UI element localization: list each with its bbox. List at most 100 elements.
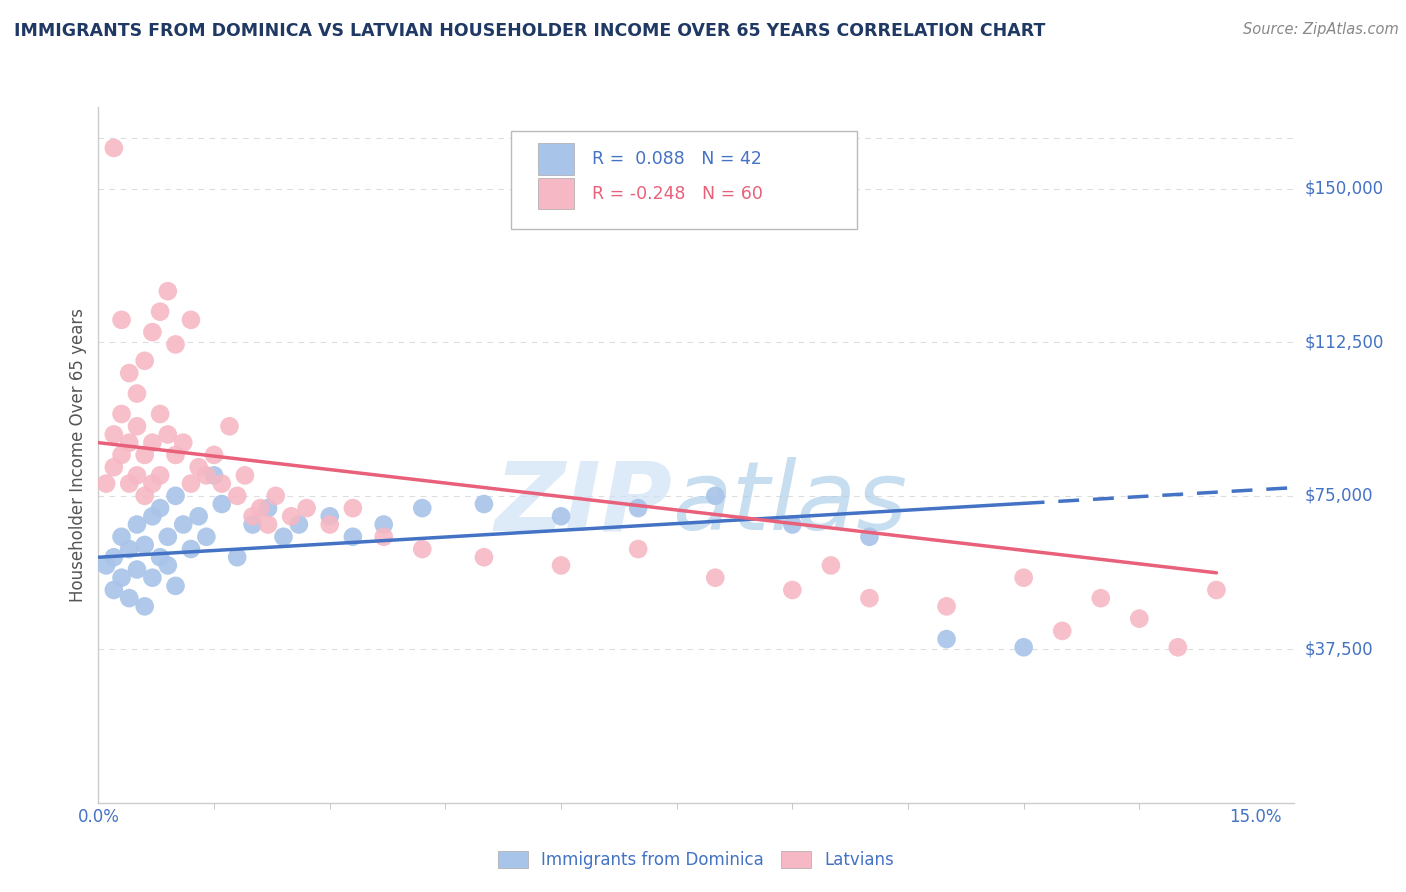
Point xyxy=(1050,624,1073,638)
Point xyxy=(1205,582,1227,597)
Point xyxy=(141,435,163,450)
Point xyxy=(472,497,495,511)
Point xyxy=(125,468,148,483)
Point xyxy=(141,509,163,524)
Point xyxy=(172,517,194,532)
Point xyxy=(110,407,132,421)
Point xyxy=(149,304,172,318)
Point xyxy=(858,591,880,606)
Legend: Immigrants from Dominica, Latvians: Immigrants from Dominica, Latvians xyxy=(494,847,898,874)
Point xyxy=(118,366,141,380)
Point xyxy=(202,468,225,483)
Point xyxy=(233,468,256,483)
Point xyxy=(187,509,209,524)
Point xyxy=(820,558,842,573)
Point xyxy=(226,550,249,565)
Point xyxy=(149,468,172,483)
Point xyxy=(472,550,495,565)
Point xyxy=(226,489,249,503)
Point xyxy=(118,542,141,557)
Point xyxy=(195,468,218,483)
Point xyxy=(704,571,727,585)
Point xyxy=(125,386,148,401)
Text: $37,500: $37,500 xyxy=(1305,640,1374,658)
Point xyxy=(242,509,264,524)
Point xyxy=(134,448,156,462)
Point xyxy=(125,517,148,532)
Point xyxy=(1128,612,1150,626)
Point xyxy=(211,497,233,511)
Point xyxy=(288,517,311,532)
Point xyxy=(134,599,156,614)
Point xyxy=(165,489,187,503)
Point xyxy=(550,558,572,573)
Point xyxy=(935,632,957,646)
Point xyxy=(165,337,187,351)
Point xyxy=(1167,640,1189,655)
Point xyxy=(103,582,125,597)
Point xyxy=(141,571,163,585)
Point xyxy=(319,517,342,532)
Y-axis label: Householder Income Over 65 years: Householder Income Over 65 years xyxy=(69,308,87,602)
FancyBboxPatch shape xyxy=(538,144,574,175)
Point xyxy=(1012,571,1035,585)
Point xyxy=(165,448,187,462)
FancyBboxPatch shape xyxy=(538,178,574,210)
Point xyxy=(411,501,433,516)
Point xyxy=(156,284,179,298)
Point xyxy=(411,542,433,557)
Text: $150,000: $150,000 xyxy=(1305,180,1384,198)
Text: R =  0.088   N = 42: R = 0.088 N = 42 xyxy=(592,150,762,169)
Point xyxy=(94,476,117,491)
Point xyxy=(550,509,572,524)
Point xyxy=(165,579,187,593)
Point xyxy=(118,435,141,450)
Text: $75,000: $75,000 xyxy=(1305,487,1374,505)
Point xyxy=(103,550,125,565)
Point xyxy=(149,501,172,516)
Point xyxy=(156,558,179,573)
Point xyxy=(273,530,295,544)
Point xyxy=(627,542,650,557)
Point xyxy=(156,427,179,442)
Point xyxy=(627,501,650,516)
Point xyxy=(103,141,125,155)
Point xyxy=(94,558,117,573)
Point xyxy=(118,476,141,491)
Point xyxy=(782,517,804,532)
Point xyxy=(103,427,125,442)
Point xyxy=(172,435,194,450)
Text: R = -0.248   N = 60: R = -0.248 N = 60 xyxy=(592,185,763,203)
Point xyxy=(935,599,957,614)
Point xyxy=(319,509,342,524)
Point xyxy=(858,530,880,544)
Point xyxy=(141,325,163,339)
Point xyxy=(373,530,395,544)
Point xyxy=(134,353,156,368)
Point xyxy=(342,501,364,516)
Point xyxy=(218,419,240,434)
Point xyxy=(782,582,804,597)
Point xyxy=(134,538,156,552)
Point xyxy=(704,489,727,503)
Point xyxy=(187,460,209,475)
Point xyxy=(118,591,141,606)
Point xyxy=(1090,591,1112,606)
Point xyxy=(242,517,264,532)
Point xyxy=(257,501,280,516)
Point xyxy=(110,448,132,462)
Point xyxy=(134,489,156,503)
Text: IMMIGRANTS FROM DOMINICA VS LATVIAN HOUSEHOLDER INCOME OVER 65 YEARS CORRELATION: IMMIGRANTS FROM DOMINICA VS LATVIAN HOUS… xyxy=(14,22,1046,40)
Point xyxy=(149,550,172,565)
Point xyxy=(156,530,179,544)
Point xyxy=(280,509,302,524)
Point xyxy=(110,530,132,544)
Point xyxy=(180,313,202,327)
Text: $112,500: $112,500 xyxy=(1305,334,1384,351)
Point xyxy=(110,313,132,327)
Point xyxy=(211,476,233,491)
Point xyxy=(264,489,287,503)
Point xyxy=(257,517,280,532)
Point xyxy=(249,501,271,516)
Point xyxy=(125,419,148,434)
